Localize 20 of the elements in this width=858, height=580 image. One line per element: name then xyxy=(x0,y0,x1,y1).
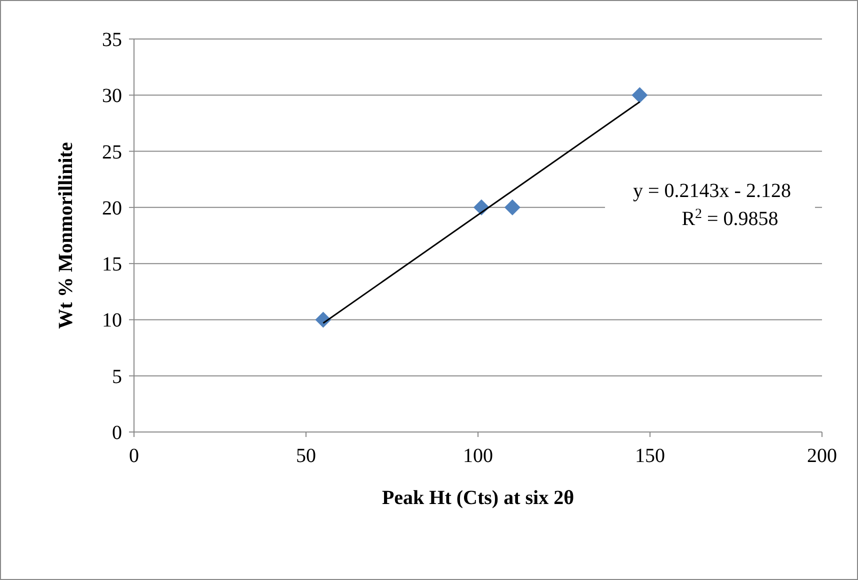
y-axis-title: Wt % Monmorillinite xyxy=(55,142,77,329)
y-tick-label: 5 xyxy=(112,366,122,388)
y-tick-label: 10 xyxy=(102,310,122,332)
point xyxy=(315,312,332,328)
y-tick-label: 15 xyxy=(102,254,122,276)
x-tick-label: 0 xyxy=(129,445,139,467)
x-tick-label: 150 xyxy=(635,445,665,467)
x-axis-title: Peak Ht (Cts) at six 2θ xyxy=(382,487,574,509)
point xyxy=(504,199,520,216)
annotation: R$^{2}$ = 0.9858 xyxy=(682,206,778,230)
x-tick-label: 50 xyxy=(296,445,316,467)
y-tick-label: 30 xyxy=(102,85,122,108)
y-tick-label: 0 xyxy=(112,422,122,444)
x-tick-label: 200 xyxy=(807,445,837,467)
x-tick-label: 100 xyxy=(463,445,493,467)
annotation: y = 0.2143x - 2.128 xyxy=(633,180,791,202)
y-tick-label: 25 xyxy=(102,141,122,164)
point xyxy=(632,87,648,104)
y-tick-label: 35 xyxy=(102,29,122,51)
y-tick-label: 20 xyxy=(102,197,122,220)
